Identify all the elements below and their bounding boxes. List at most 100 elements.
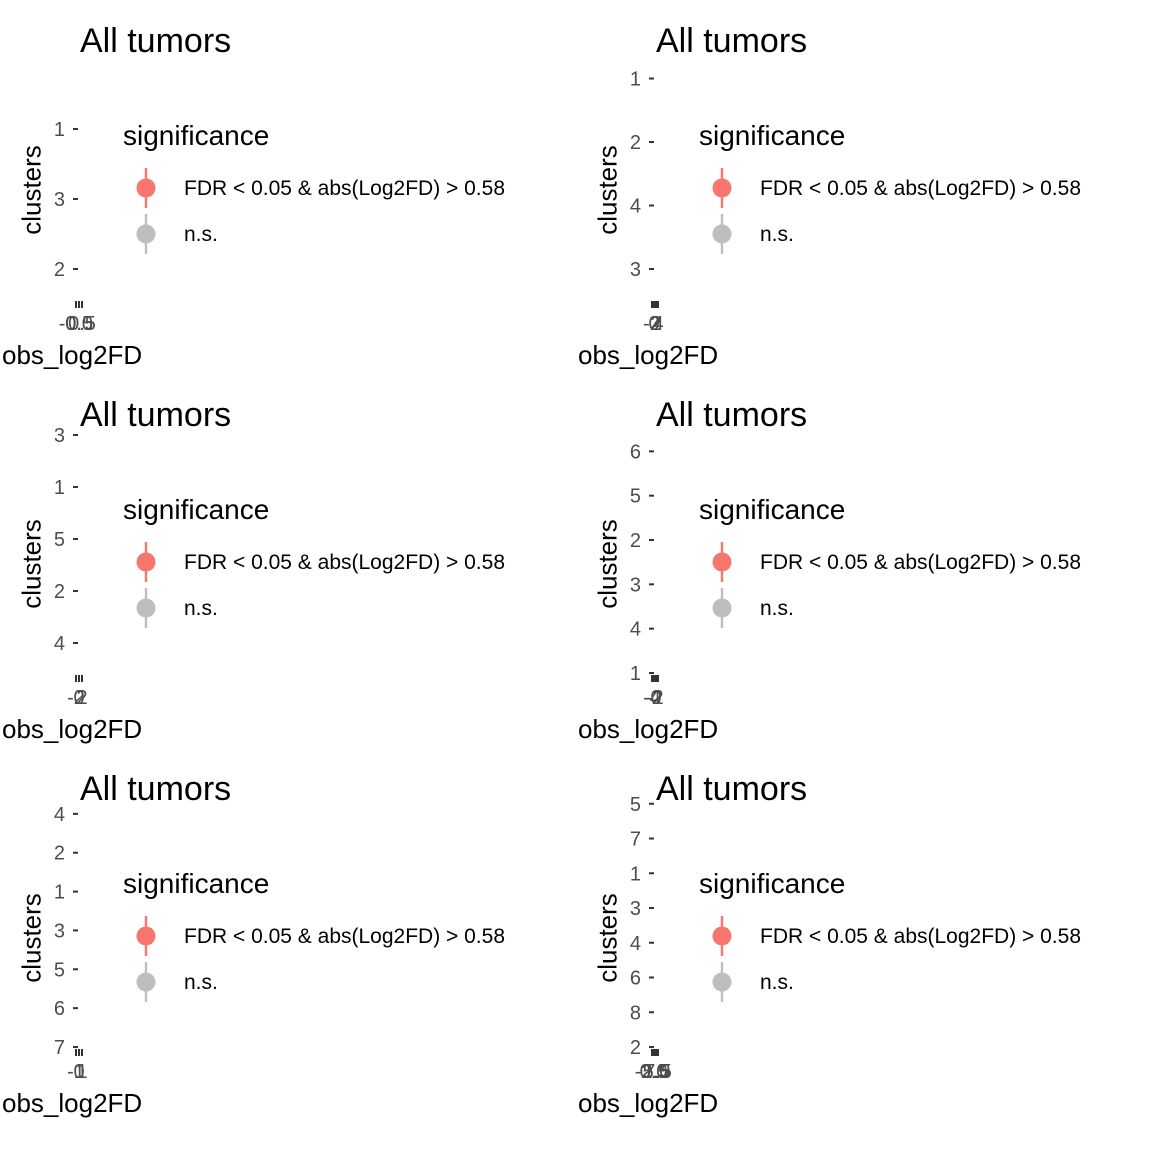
legend-point-icon <box>129 916 163 956</box>
chart-panel-6: All tumors clusters obs_log2FD 2 8 6 4 3 1 7 5 -2.5… <box>576 748 1152 1122</box>
legend-item: n.s. <box>123 588 583 628</box>
legend-title: significance <box>123 494 270 525</box>
legend-title: significance <box>699 494 846 525</box>
plot-area: 2 3 1 -0.50.00.5 <box>54 119 96 335</box>
legend-title: significance <box>123 120 270 151</box>
y-tick-label: 5 <box>630 486 641 508</box>
chart-title: All tumors <box>80 770 232 808</box>
legend: significance FDR < 0.05 & abs(Log2FD) > 0… <box>123 120 505 254</box>
plot-area: 2 8 6 4 3 1 7 5 -2.50.02.55.07.5 <box>630 794 672 1083</box>
legend-item: n.s. <box>699 962 1152 1002</box>
y-tick-label: 3 <box>54 425 65 447</box>
chart-panel-3: All tumors clusters obs_log2FD 4 2 5 1 3 -2 0 2 sig… <box>0 374 576 748</box>
x-tick-label: 2.5 <box>641 1061 669 1083</box>
y-tick-label: 4 <box>630 933 641 955</box>
x-tick-label: -2 <box>645 687 663 709</box>
legend-label: n.s. <box>760 223 794 246</box>
y-tick-label: 6 <box>54 998 65 1020</box>
y-tick-label: 1 <box>630 663 641 685</box>
legend-point-icon <box>705 588 739 628</box>
legend-title: significance <box>699 120 846 151</box>
x-tick-label: -4 <box>643 687 661 709</box>
y-tick-label: 1 <box>630 863 641 885</box>
y-tick-label: 2 <box>630 530 641 552</box>
chart-panel-1: All tumors clusters obs_log2FD 2 3 1 -0.5 0.0 0.… <box>0 0 576 374</box>
x-axis-label: obs_log2FD <box>2 714 143 744</box>
chart-panel-5: All tumors clusters obs_log2FD 7 6 5 3 1 2 4 -1 0 1 s… <box>0 748 576 1122</box>
legend: significance FDR < 0.05 & abs(Log2FD) > 0… <box>123 494 505 628</box>
legend: significance FDR < 0.05 & abs(Log2FD) > 0… <box>699 868 1081 1002</box>
legend-item: FDR < 0.05 & abs(Log2FD) > 0.58 <box>699 916 1152 956</box>
y-tick-label: 8 <box>630 1002 641 1024</box>
y-tick-label: 2 <box>54 843 65 865</box>
y-tick-label: 1 <box>54 119 65 141</box>
y-tick-label: 2 <box>54 581 65 603</box>
legend-point-icon <box>705 962 739 1002</box>
y-tick-label: 3 <box>54 920 65 942</box>
x-tick-label: 2 <box>76 687 87 709</box>
legend-item: n.s. <box>699 214 1152 254</box>
x-tick-label: 7.5 <box>644 1061 672 1083</box>
legend-label: n.s. <box>760 597 794 620</box>
legend-item: n.s. <box>699 588 1152 628</box>
legend-label: n.s. <box>184 971 218 994</box>
chart-panel-4: All tumors clusters obs_log2FD 1 4 3 2 5 6 -4 -2 0 2… <box>576 374 1152 748</box>
y-tick-label: 3 <box>630 898 641 920</box>
y-tick-label: 6 <box>630 441 641 463</box>
legend-label: FDR < 0.05 & abs(Log2FD) > 0.58 <box>760 551 1081 574</box>
y-tick-label: 6 <box>630 968 641 990</box>
legend-item: FDR < 0.05 & abs(Log2FD) > 0.58 <box>123 916 583 956</box>
legend-item: FDR < 0.05 & abs(Log2FD) > 0.58 <box>699 542 1152 582</box>
legend-item: FDR < 0.05 & abs(Log2FD) > 0.58 <box>123 168 583 208</box>
legend-item: n.s. <box>123 962 583 1002</box>
legend: significance FDR < 0.05 & abs(Log2FD) > 0… <box>699 120 1081 254</box>
legend-point-icon <box>129 542 163 582</box>
x-tick-label: 2 <box>650 313 661 335</box>
legend-label: n.s. <box>760 971 794 994</box>
chart-title: All tumors <box>656 22 808 60</box>
y-tick-label: 5 <box>54 529 65 551</box>
legend-label: FDR < 0.05 & abs(Log2FD) > 0.58 <box>184 551 505 574</box>
y-tick-label: 4 <box>54 633 65 655</box>
x-tick-label: -2 <box>67 687 85 709</box>
y-tick-label: 3 <box>630 259 641 281</box>
y-tick-label: 5 <box>630 794 641 816</box>
x-tick-label: 0 <box>650 687 661 709</box>
y-tick-label: 1 <box>630 69 641 91</box>
legend-point-icon <box>705 542 739 582</box>
legend-label: n.s. <box>184 223 218 246</box>
legend-point-icon <box>705 168 739 208</box>
x-tick-label: -0.5 <box>59 313 93 335</box>
legend-point-icon <box>705 214 739 254</box>
legend: significance FDR < 0.05 & abs(Log2FD) > 0… <box>699 494 1081 628</box>
x-tick-label: 0 <box>73 687 84 709</box>
y-tick-label: 2 <box>630 132 641 154</box>
chart-title: All tumors <box>656 396 808 434</box>
y-tick-label: 3 <box>630 574 641 596</box>
chart-panel-2: All tumors clusters obs_log2FD 3 4 2 1 -2 0 2 4 sig… <box>576 0 1152 374</box>
x-axis-label: obs_log2FD <box>578 714 719 744</box>
y-tick-label: 1 <box>54 477 65 499</box>
legend: significance FDR < 0.05 & abs(Log2FD) > 0… <box>123 868 505 1002</box>
x-axis-label: obs_log2FD <box>578 340 719 370</box>
y-tick-label: 4 <box>54 804 65 826</box>
x-tick-label: 0.5 <box>68 313 96 335</box>
legend-label: FDR < 0.05 & abs(Log2FD) > 0.58 <box>760 925 1081 948</box>
x-tick-label: 4 <box>652 313 663 335</box>
y-tick-label: 4 <box>630 619 641 641</box>
y-tick-label: 1 <box>54 882 65 904</box>
y-tick-label: 4 <box>630 196 641 218</box>
y-tick-label: 3 <box>54 189 65 211</box>
legend-item: n.s. <box>123 214 583 254</box>
x-tick-label: 0 <box>73 1061 84 1083</box>
legend-label: n.s. <box>184 597 218 620</box>
y-tick-label: 7 <box>54 1037 65 1059</box>
x-tick-label: 2 <box>652 687 663 709</box>
legend-label: FDR < 0.05 & abs(Log2FD) > 0.58 <box>760 177 1081 200</box>
x-tick-label: -2.5 <box>635 1061 669 1083</box>
y-tick-label: 2 <box>630 1037 641 1059</box>
legend-point-icon <box>129 214 163 254</box>
